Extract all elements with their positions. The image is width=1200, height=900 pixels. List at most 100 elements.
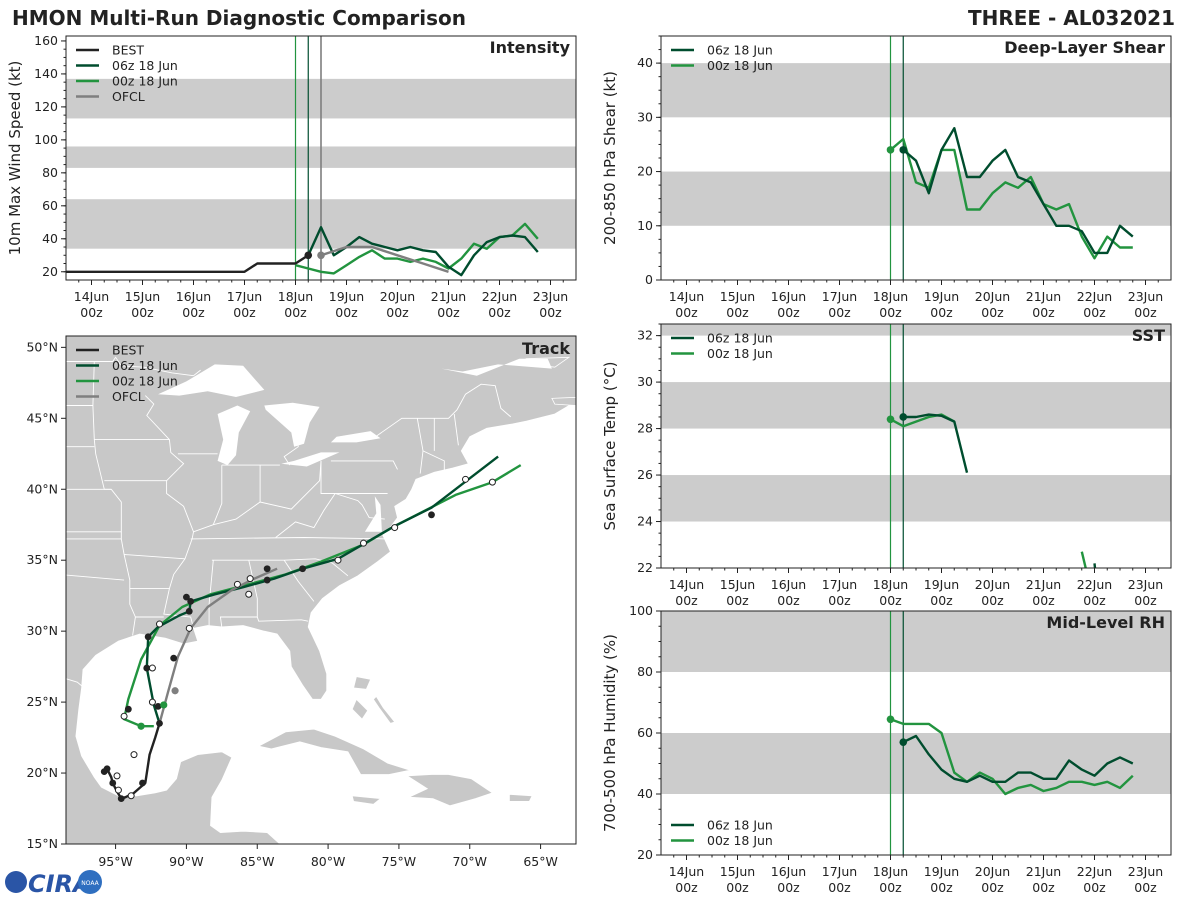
shear-xtick-sublabel: 00z — [1083, 305, 1106, 320]
track-xtick-label: 85°W — [240, 854, 275, 869]
intensity-ylabel: 10m Max Wind Speed (kt) — [6, 61, 24, 256]
sst-xtick-label: 16Jun — [771, 577, 806, 592]
track-point-open — [120, 712, 128, 720]
st-lawrence-gulf — [441, 358, 552, 376]
shear-xtick-label: 16Jun — [771, 289, 806, 304]
track-xtick-label: 70°W — [452, 854, 487, 869]
shear-xtick-sublabel: 00z — [1032, 305, 1055, 320]
logo-globe-icon — [5, 871, 27, 893]
shear-ytick-label: 30 — [637, 109, 653, 124]
intensity-xtick-label: 20Jun — [380, 289, 415, 304]
state-border — [190, 537, 387, 540]
intensity-series-best — [66, 254, 309, 273]
track-point-filled — [299, 565, 306, 573]
track-point-open — [246, 575, 254, 583]
intensity-series-ofcl — [320, 245, 449, 273]
rh-xtick-label: 21Jun — [1026, 864, 1061, 879]
shear-band — [661, 63, 1171, 118]
track-point-open — [156, 620, 163, 628]
sst-band — [661, 324, 1171, 336]
intensity-xtick-sublabel: 00z — [131, 305, 154, 320]
intensity-xtick-label: 19Jun — [329, 289, 364, 304]
track-point-open — [148, 698, 156, 706]
rh-ytick-label: 100 — [629, 603, 653, 618]
land-north-america — [66, 336, 576, 844]
track-point-open — [233, 580, 241, 588]
rh-ytick-label: 40 — [637, 786, 653, 801]
shear-xtick-label: 21Jun — [1026, 289, 1061, 304]
sst-series-run00 — [1080, 551, 1087, 568]
rh-xtick-label: 22Jun — [1077, 864, 1112, 879]
intensity-ytick-label: 100 — [34, 132, 58, 147]
shear-xtick-label: 20Jun — [975, 289, 1010, 304]
track-point-open — [391, 524, 399, 532]
intensity-ytick-label: 80 — [42, 165, 58, 180]
track-ytick-label: 35°N — [26, 552, 58, 567]
intensity-xtick-sublabel: 00z — [335, 305, 358, 320]
track-point-marker — [171, 687, 179, 695]
shear-ytick-label: 40 — [637, 55, 653, 70]
sst-series-run06 — [903, 413, 969, 473]
rh-title: Mid-Level RH — [1046, 613, 1165, 632]
rh-xtick-label: 23Jun — [1128, 864, 1163, 879]
state-border — [66, 574, 125, 581]
shear-legend-label: 06z 18 Jun — [707, 43, 773, 58]
shear-plot-area — [661, 36, 1171, 280]
shear-xtick-sublabel: 00z — [777, 305, 800, 320]
shear-xtick-label: 23Jun — [1128, 289, 1163, 304]
rh-xtick-label: 19Jun — [924, 864, 959, 879]
intensity-xtick-sublabel: 00z — [437, 305, 460, 320]
rh-ytick-label: 60 — [637, 725, 653, 740]
track-ytick-label: 45°N — [26, 410, 58, 425]
track-xtick-label: 80°W — [311, 854, 346, 869]
shear-ylabel: 200-850 hPa Shear (kt) — [601, 71, 619, 245]
shear-xtick-label: 19Jun — [924, 289, 959, 304]
sst-xtick-label: 18Jun — [873, 577, 908, 592]
sst-ytick-label: 30 — [637, 374, 653, 389]
track-ytick-label: 30°N — [26, 623, 58, 638]
rh-panel: 2040608010014Jun00z15Jun00z16Jun00z17Jun… — [601, 603, 1172, 895]
intensity-ytick-label: 160 — [34, 33, 58, 48]
sst-xtick-sublabel: 00z — [879, 593, 902, 608]
intensity-xtick-label: 14Jun — [74, 289, 109, 304]
state-border — [453, 413, 459, 446]
sst-ytick-label: 22 — [637, 560, 653, 575]
sst-marker-run00 — [886, 415, 895, 424]
state-border — [66, 678, 87, 690]
sst-xtick-sublabel: 00z — [777, 593, 800, 608]
rh-xtick-sublabel: 00z — [675, 880, 698, 895]
shear-marker-run00 — [886, 146, 895, 154]
intensity-xtick-label: 17Jun — [227, 289, 262, 304]
state-border — [256, 616, 309, 622]
sst-xtick-label: 15Jun — [720, 577, 755, 592]
state-border — [335, 493, 385, 520]
sst-ylabel: Sea Surface Temp (°C) — [601, 361, 619, 530]
land-pei — [551, 396, 576, 406]
track-ytick-label: 20°N — [26, 765, 58, 780]
shear-xtick-sublabel: 00z — [879, 305, 902, 320]
lake-superior — [158, 364, 265, 397]
storm-id-title: THREE - AL032021 — [968, 6, 1175, 30]
track-point-filled — [263, 565, 271, 573]
track-point-open — [113, 772, 121, 780]
intensity-ytick-label: 40 — [42, 231, 58, 246]
rh-xtick-label: 16Jun — [771, 864, 806, 879]
track-xtick-label: 90°W — [169, 854, 204, 869]
track-frame — [65, 335, 577, 845]
rh-ylabel: 700-500 hPa Humidity (%) — [601, 634, 619, 832]
rh-series-run06 — [902, 734, 1134, 783]
track-point-filled — [183, 593, 190, 601]
shear-legend-label: 00z 18 Jun — [707, 58, 773, 73]
rh-xtick-sublabel: 00z — [879, 880, 902, 895]
sst-legend-label: 00z 18 Jun — [707, 346, 773, 361]
intensity-xtick-sublabel: 00z — [488, 305, 511, 320]
track-point-open — [334, 556, 342, 564]
rh-xtick-label: 20Jun — [975, 864, 1010, 879]
sst-xtick-sublabel: 00z — [675, 593, 698, 608]
land-bahamas-andros — [351, 698, 369, 720]
sst-xtick-sublabel: 00z — [726, 593, 749, 608]
sst-series-run06 — [1093, 563, 1097, 568]
track-xtick-label: 75°W — [382, 854, 417, 869]
track-point-filled — [117, 795, 125, 802]
sst-xtick-label: 14Jun — [669, 577, 704, 592]
